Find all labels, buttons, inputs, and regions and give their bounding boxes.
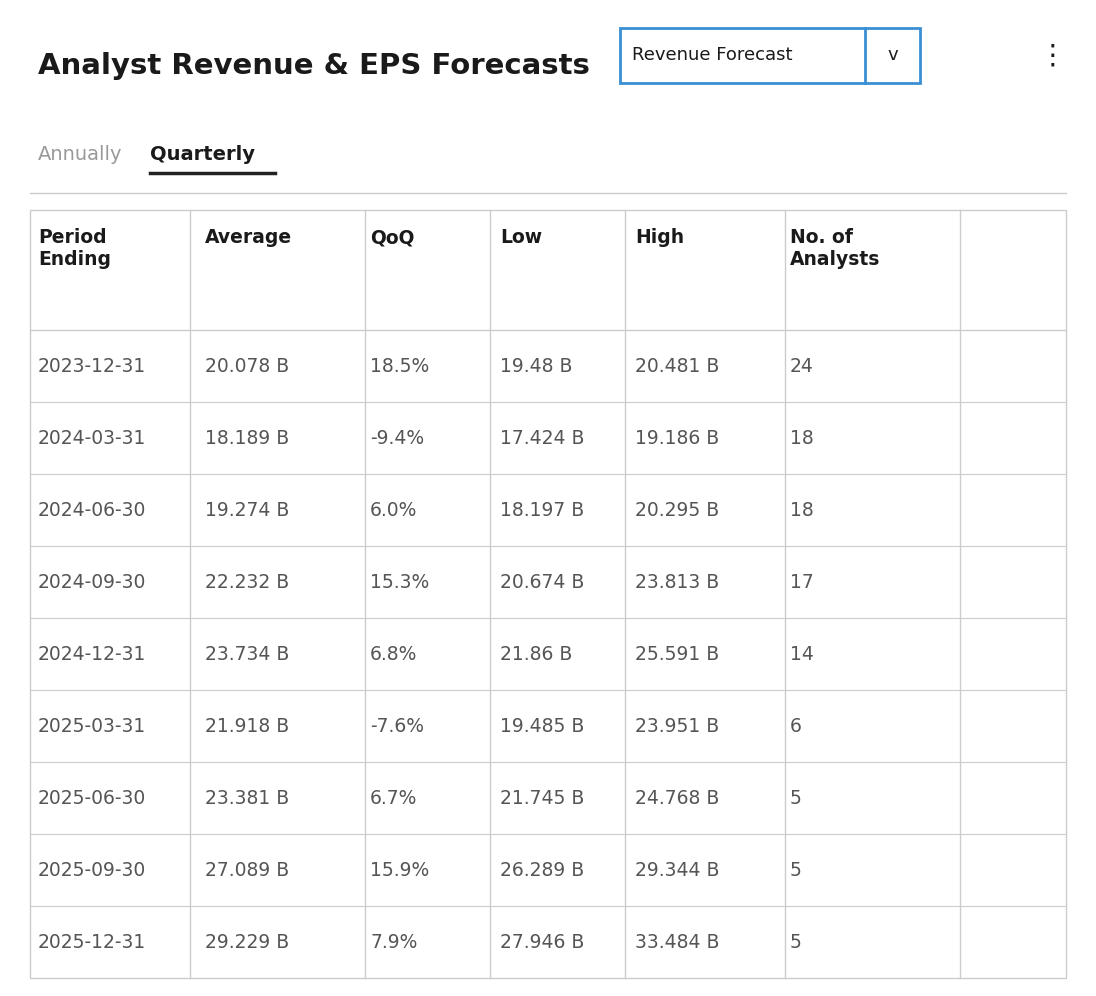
Text: 24: 24: [790, 357, 814, 375]
Text: 29.344 B: 29.344 B: [635, 861, 719, 879]
Text: 25.591 B: 25.591 B: [635, 644, 719, 663]
Text: 19.274 B: 19.274 B: [205, 501, 289, 520]
Text: Period
Ending: Period Ending: [38, 228, 111, 269]
Text: 26.289 B: 26.289 B: [500, 861, 584, 879]
Text: 23.381 B: 23.381 B: [205, 789, 289, 808]
Text: 6.7%: 6.7%: [370, 789, 418, 808]
Text: -9.4%: -9.4%: [370, 428, 424, 447]
Text: 20.481 B: 20.481 B: [635, 357, 719, 375]
Text: 23.734 B: 23.734 B: [205, 644, 289, 663]
Text: 2025-09-30: 2025-09-30: [38, 861, 146, 879]
Text: 18.189 B: 18.189 B: [205, 428, 289, 447]
Text: 18.197 B: 18.197 B: [500, 501, 584, 520]
Text: 2025-03-31: 2025-03-31: [38, 716, 146, 735]
Text: 6.8%: 6.8%: [370, 644, 418, 663]
Text: 19.48 B: 19.48 B: [500, 357, 572, 375]
Text: 24.768 B: 24.768 B: [635, 789, 719, 808]
Text: 2024-12-31: 2024-12-31: [38, 644, 147, 663]
Text: 20.295 B: 20.295 B: [635, 501, 719, 520]
Text: 20.674 B: 20.674 B: [500, 573, 584, 592]
Text: 19.186 B: 19.186 B: [635, 428, 719, 447]
Text: 18.5%: 18.5%: [370, 357, 430, 375]
Text: 21.86 B: 21.86 B: [500, 644, 572, 663]
Text: Low: Low: [500, 228, 543, 247]
Text: High: High: [635, 228, 684, 247]
Text: 19.485 B: 19.485 B: [500, 716, 584, 735]
Text: Analyst Revenue & EPS Forecasts: Analyst Revenue & EPS Forecasts: [38, 52, 590, 80]
Text: 2024-06-30: 2024-06-30: [38, 501, 147, 520]
Text: 33.484 B: 33.484 B: [635, 932, 719, 951]
Text: 17: 17: [790, 573, 813, 592]
Text: 18: 18: [790, 428, 813, 447]
Text: QoQ: QoQ: [370, 228, 414, 247]
Text: -7.6%: -7.6%: [370, 716, 424, 735]
Text: 17.424 B: 17.424 B: [500, 428, 584, 447]
Text: 15.3%: 15.3%: [370, 573, 430, 592]
Text: 2024-09-30: 2024-09-30: [38, 573, 147, 592]
Text: 22.232 B: 22.232 B: [205, 573, 289, 592]
Text: Quarterly: Quarterly: [150, 145, 255, 164]
Text: 2023-12-31: 2023-12-31: [38, 357, 146, 375]
Text: No. of
Analysts: No. of Analysts: [790, 228, 880, 269]
Text: 5: 5: [790, 789, 802, 808]
Text: ⋮: ⋮: [1038, 42, 1066, 70]
Text: 18: 18: [790, 501, 813, 520]
Text: 27.946 B: 27.946 B: [500, 932, 584, 951]
Text: 21.745 B: 21.745 B: [500, 789, 584, 808]
Text: 5: 5: [790, 932, 802, 951]
Text: 27.089 B: 27.089 B: [205, 861, 289, 879]
Text: 15.9%: 15.9%: [370, 861, 430, 879]
Text: 29.229 B: 29.229 B: [205, 932, 289, 951]
Text: 6: 6: [790, 716, 802, 735]
Text: 6.0%: 6.0%: [370, 501, 418, 520]
Text: 5: 5: [790, 861, 802, 879]
Text: 23.951 B: 23.951 B: [635, 716, 719, 735]
Text: v: v: [888, 47, 899, 65]
Text: 21.918 B: 21.918 B: [205, 716, 289, 735]
Text: 2025-12-31: 2025-12-31: [38, 932, 146, 951]
Text: 2025-06-30: 2025-06-30: [38, 789, 146, 808]
Text: Revenue Forecast: Revenue Forecast: [632, 47, 792, 65]
Text: 14: 14: [790, 644, 814, 663]
FancyBboxPatch shape: [620, 28, 920, 83]
Text: Annually: Annually: [38, 145, 123, 164]
Text: 20.078 B: 20.078 B: [205, 357, 289, 375]
Text: 23.813 B: 23.813 B: [635, 573, 719, 592]
Text: Average: Average: [205, 228, 293, 247]
Text: 7.9%: 7.9%: [370, 932, 418, 951]
FancyBboxPatch shape: [30, 210, 1066, 978]
Text: 2024-03-31: 2024-03-31: [38, 428, 147, 447]
